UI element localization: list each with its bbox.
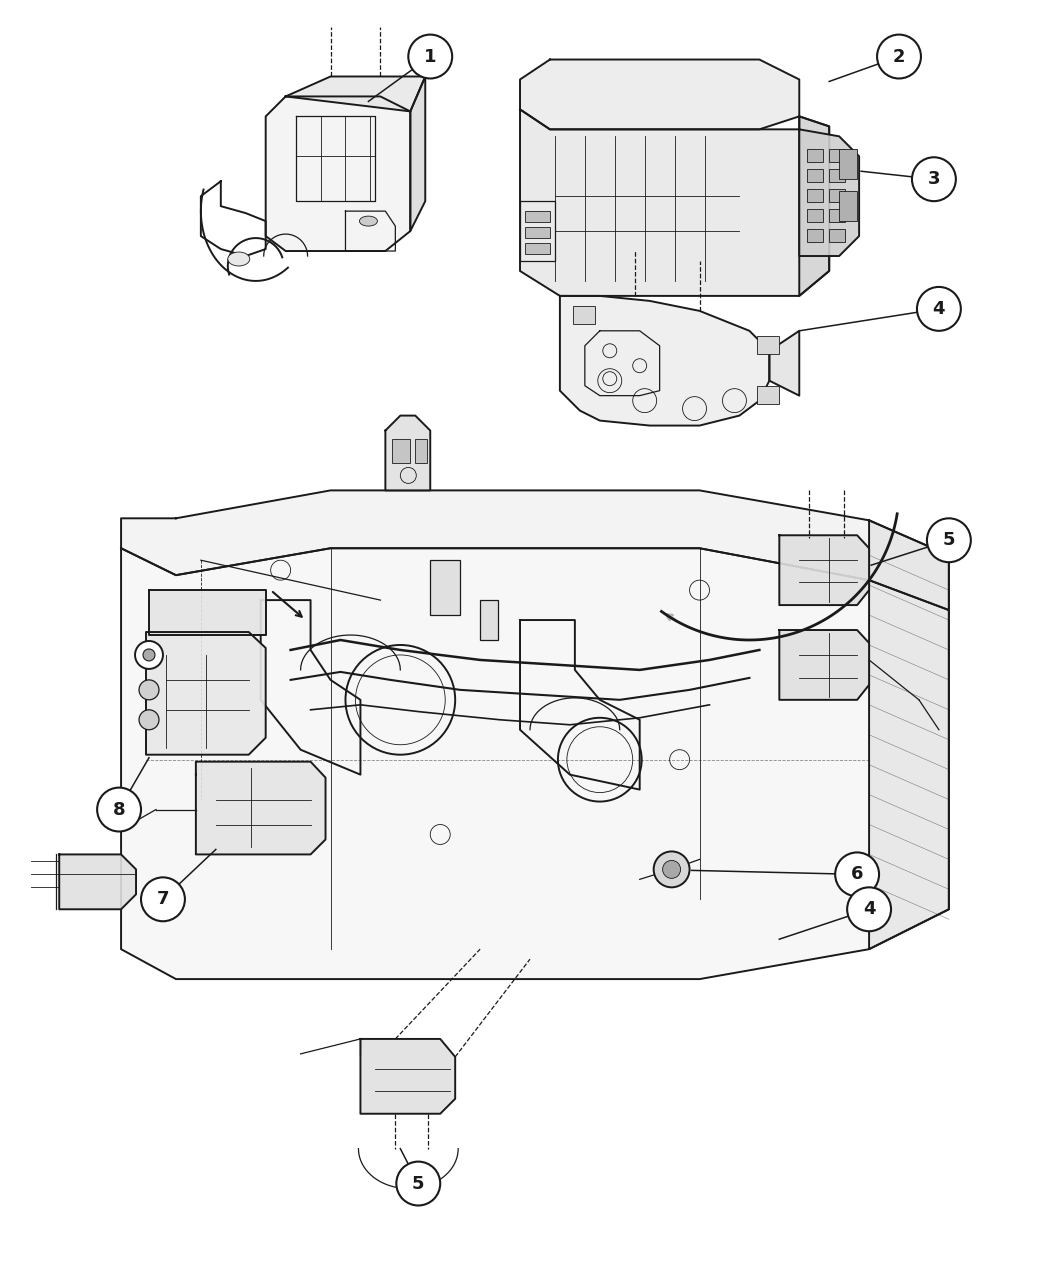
Circle shape bbox=[408, 34, 453, 79]
Text: 4: 4 bbox=[863, 900, 876, 918]
Bar bbox=[573, 306, 594, 324]
Bar bbox=[830, 170, 845, 182]
Circle shape bbox=[135, 641, 163, 669]
Bar bbox=[807, 149, 823, 162]
Text: 6: 6 bbox=[850, 866, 863, 884]
Polygon shape bbox=[411, 76, 425, 231]
Circle shape bbox=[98, 788, 141, 831]
Bar bbox=[807, 230, 823, 242]
Bar bbox=[757, 385, 779, 404]
Polygon shape bbox=[121, 491, 949, 609]
Circle shape bbox=[141, 877, 185, 922]
Bar bbox=[416, 439, 427, 463]
Text: 5: 5 bbox=[943, 532, 956, 550]
Polygon shape bbox=[385, 416, 430, 491]
Ellipse shape bbox=[228, 252, 250, 266]
Polygon shape bbox=[360, 1039, 456, 1114]
Circle shape bbox=[917, 287, 961, 330]
Polygon shape bbox=[196, 761, 326, 854]
Ellipse shape bbox=[359, 217, 377, 226]
Bar bbox=[430, 560, 460, 615]
Bar bbox=[525, 227, 550, 238]
Polygon shape bbox=[779, 536, 869, 606]
Polygon shape bbox=[770, 330, 799, 395]
Bar bbox=[830, 230, 845, 242]
Polygon shape bbox=[286, 76, 425, 111]
Bar bbox=[839, 191, 857, 221]
Polygon shape bbox=[266, 97, 411, 251]
Bar bbox=[393, 439, 411, 463]
Polygon shape bbox=[59, 854, 137, 909]
Circle shape bbox=[139, 710, 159, 729]
Text: 4: 4 bbox=[932, 300, 945, 317]
Text: 7: 7 bbox=[156, 890, 169, 908]
Bar bbox=[830, 149, 845, 162]
Bar bbox=[830, 189, 845, 203]
Circle shape bbox=[654, 852, 690, 887]
Bar bbox=[807, 189, 823, 203]
Bar bbox=[480, 601, 498, 640]
Circle shape bbox=[143, 649, 155, 660]
Circle shape bbox=[927, 519, 971, 562]
Polygon shape bbox=[149, 590, 266, 635]
Text: 5: 5 bbox=[412, 1174, 424, 1192]
Polygon shape bbox=[560, 296, 770, 426]
Circle shape bbox=[912, 157, 956, 201]
Bar bbox=[839, 149, 857, 180]
Bar bbox=[525, 244, 550, 254]
Polygon shape bbox=[869, 520, 949, 949]
Polygon shape bbox=[146, 632, 266, 755]
Circle shape bbox=[139, 680, 159, 700]
Bar bbox=[830, 209, 845, 222]
Text: 3: 3 bbox=[927, 171, 940, 189]
Bar bbox=[807, 209, 823, 222]
Bar bbox=[757, 335, 779, 353]
Polygon shape bbox=[799, 129, 859, 256]
Polygon shape bbox=[520, 60, 799, 129]
Bar bbox=[807, 170, 823, 182]
Circle shape bbox=[663, 861, 680, 878]
Circle shape bbox=[396, 1162, 440, 1205]
Polygon shape bbox=[799, 116, 830, 296]
Text: 2: 2 bbox=[892, 47, 905, 65]
Text: 1: 1 bbox=[424, 47, 437, 65]
Circle shape bbox=[877, 34, 921, 79]
Circle shape bbox=[847, 887, 891, 931]
Polygon shape bbox=[779, 630, 869, 700]
Polygon shape bbox=[121, 548, 949, 979]
Bar bbox=[525, 212, 550, 222]
Text: 8: 8 bbox=[112, 801, 125, 819]
Polygon shape bbox=[520, 110, 830, 296]
Circle shape bbox=[835, 853, 879, 896]
